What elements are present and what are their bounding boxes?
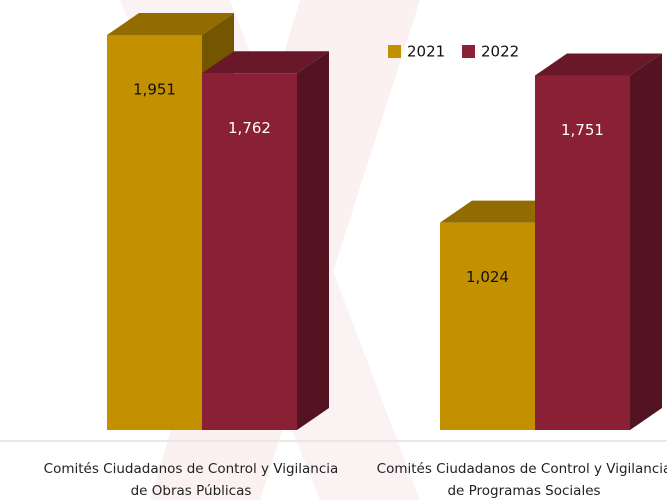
- legend-swatch: [462, 45, 475, 58]
- bar: [535, 53, 662, 430]
- bar-front: [202, 73, 297, 431]
- value-label: 1,762: [228, 119, 271, 137]
- bar-side: [630, 53, 662, 430]
- value-label: 1,951: [133, 81, 176, 99]
- bar-front: [107, 35, 202, 430]
- bar-top: [202, 51, 329, 74]
- legend-label: 2021: [407, 43, 445, 61]
- value-label: 1,024: [466, 268, 509, 286]
- value-label: 1,751: [561, 121, 604, 139]
- bar-front: [440, 222, 535, 430]
- legend-swatch: [388, 45, 401, 58]
- bar-side: [297, 51, 329, 431]
- x-tick-label: Comités Ciudadanos de Control y Vigilanc…: [43, 461, 339, 499]
- x-tick-label: Comités Ciudadanos de Control y Vigilanc…: [376, 461, 667, 499]
- legend-label: 2022: [481, 43, 519, 61]
- bar-front: [535, 75, 630, 430]
- bar: [202, 51, 329, 431]
- bar-top: [107, 13, 234, 35]
- bar-top: [535, 53, 662, 76]
